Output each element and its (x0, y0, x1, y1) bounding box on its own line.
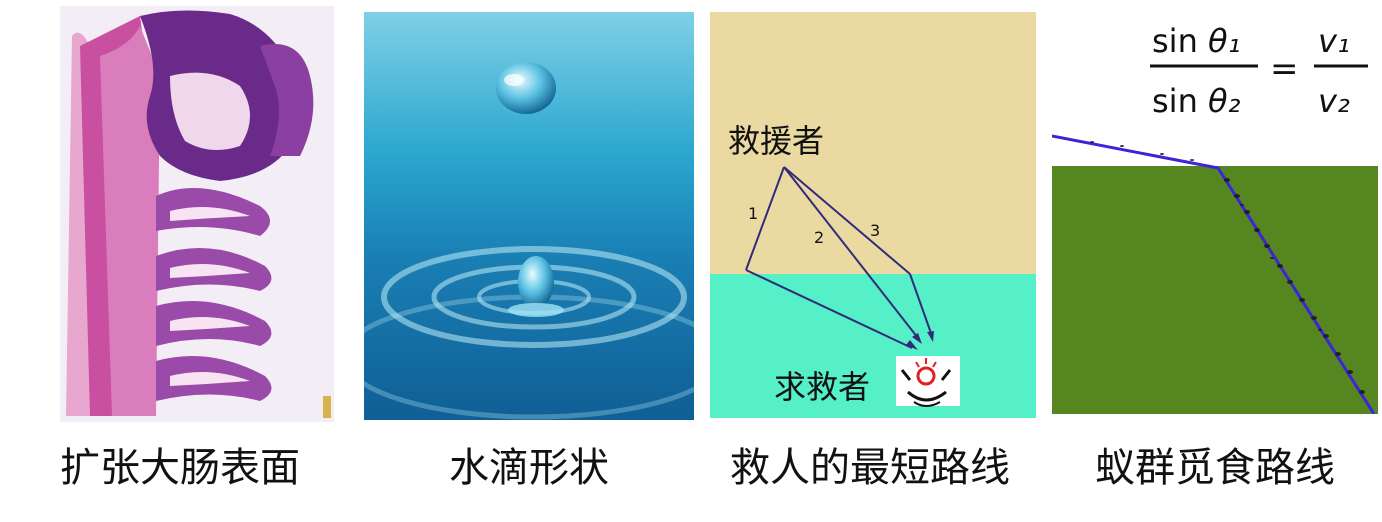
path-label-1: 1 (748, 204, 758, 223)
water-drop-image (364, 12, 694, 420)
path-label-3: 3 (870, 221, 880, 240)
svg-text:v₁: v₁ (1318, 22, 1350, 60)
formula: sin θ₁ sin θ₂ = v₁ v₂ (1150, 22, 1368, 120)
rescuer-label: 救援者 (728, 122, 824, 160)
path-label-2: 2 (814, 228, 824, 247)
svg-text:=: = (1270, 49, 1299, 89)
path-1-segment-a (745, 166, 785, 271)
path-2-line (783, 166, 919, 339)
water-region (710, 274, 1036, 418)
caption-rescue: 救人的最短路线 (730, 445, 1010, 491)
path-3-segment-a (783, 166, 911, 275)
rescue-diagram: 救援者 1 2 3 求救者 (710, 12, 1036, 418)
intestine-image (60, 6, 334, 422)
path-1-segment-b (745, 269, 913, 349)
ant-path-image: sin θ₁ sin θ₂ = v₁ v₂ (1052, 0, 1378, 414)
sand-region (710, 12, 1036, 274)
caption-ants: 蚁群觅食路线 (1095, 445, 1335, 491)
path-3-segment-b (909, 273, 933, 337)
victim-label: 求救者 (774, 368, 870, 406)
drowning-person-icon (896, 356, 960, 407)
ant-path-line (1052, 134, 1376, 414)
svg-text:sin θ₂: sin θ₂ (1152, 82, 1241, 120)
caption-water-drop: 水滴形状 (449, 445, 609, 491)
grass-region (1052, 166, 1378, 414)
svg-text:v₂: v₂ (1318, 82, 1350, 120)
svg-text:sin θ₁: sin θ₁ (1152, 22, 1240, 60)
caption-intestine: 扩张大肠表面 (60, 445, 300, 491)
